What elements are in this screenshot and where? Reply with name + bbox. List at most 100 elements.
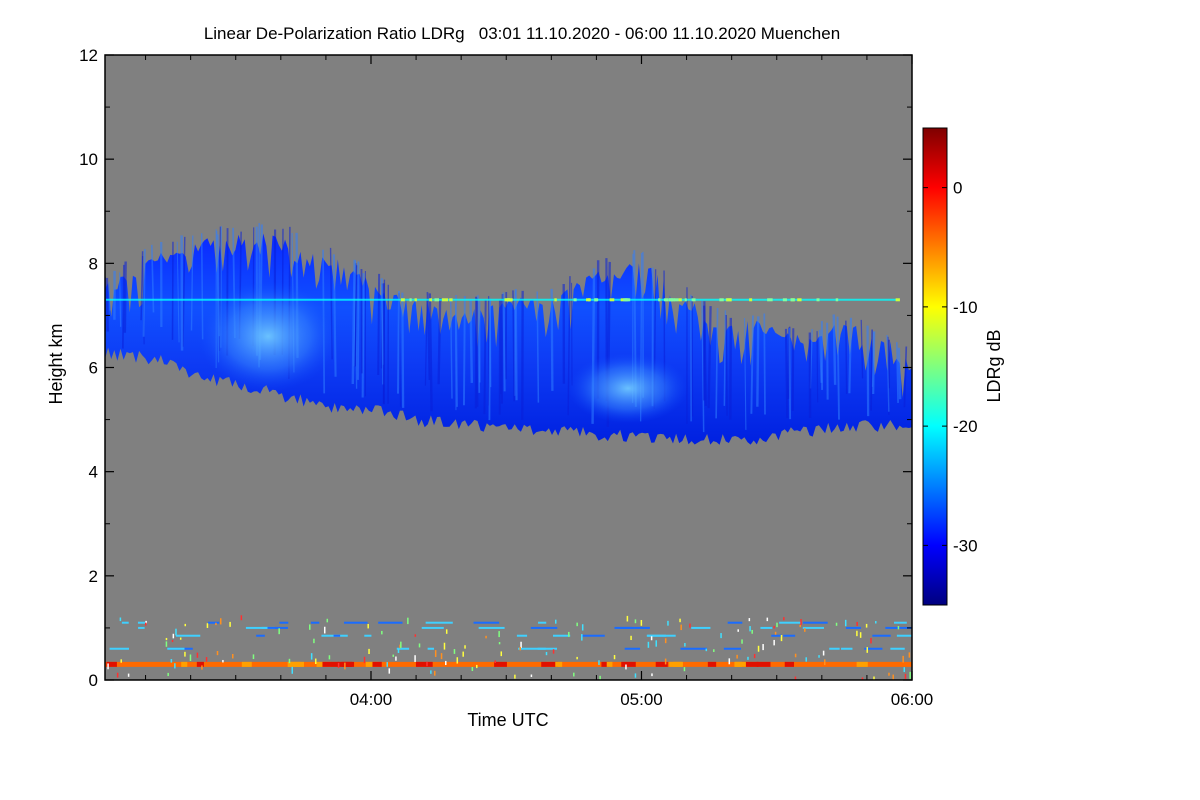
low-noise-segment [279,621,289,624]
cloud-streak [886,334,890,412]
low-noise-speckle [794,653,797,658]
ground-line-segment [337,661,355,667]
cloud-streak [903,346,908,408]
cloud-streak [381,284,384,365]
low-noise-speckle [835,622,838,626]
cloud-streak [454,303,457,411]
ground-line-segment [555,661,563,667]
artifact-speckle [684,298,687,302]
cloud-streak [866,325,870,417]
low-noise-speckle [229,621,231,627]
low-noise-speckle [818,655,820,658]
low-noise-speckle [407,617,409,625]
cloud-streak [750,315,754,414]
cloud-streak [428,293,433,412]
low-noise-speckle [171,639,174,643]
cloud-streak [176,241,180,343]
low-noise-speckle [514,674,516,679]
low-noise-speckle [651,673,653,677]
low-noise-speckle [392,654,395,657]
y-tick-label: 4 [89,463,98,482]
low-noise-speckle [400,641,402,648]
low-noise-speckle [749,626,751,632]
low-noise-speckle [397,649,400,653]
low-noise-speckle [897,626,900,630]
cloud-streak [701,299,705,433]
low-noise-speckle [485,635,487,639]
cloud-streak [437,298,442,385]
low-noise-segment [894,621,907,624]
cloud-streak [182,236,186,347]
artifact-speckle [691,298,696,302]
ground-line-segment [365,661,379,667]
low-noise-segment [779,621,801,624]
low-noise-speckle [430,670,432,674]
y-tick-label: 6 [89,359,98,378]
cloud-streak [190,235,194,331]
low-noise-speckle [196,652,199,658]
low-noise-speckle [414,634,417,637]
artifact-speckle [594,298,598,302]
low-noise-speckle [902,655,904,663]
artifact-speckle [504,298,510,302]
cloud-streak [895,342,899,403]
low-noise-speckle [751,629,753,634]
low-noise-speckle [713,649,715,652]
low-noise-speckle [667,620,669,626]
cloud-streak [816,331,819,403]
low-noise-speckle [892,674,894,680]
cloud-streak [832,314,837,385]
cloud-streak [826,322,829,400]
low-noise-speckle [776,622,778,628]
cloud-streak [550,288,554,391]
cloud-streak [377,273,381,375]
low-noise-speckle [216,651,219,656]
cloud-streak [122,264,125,349]
ground-line-segment [601,661,610,667]
colorbar-tick-label: -10 [953,298,978,317]
low-noise-speckle [165,641,168,647]
ground-line [105,661,912,667]
low-noise-speckle [705,648,708,652]
low-noise-speckle [581,634,583,641]
low-noise-speckle [309,624,311,630]
low-noise-speckle [498,642,501,645]
low-noise-speckle [363,656,366,664]
ground-line-segment [784,661,795,667]
cloud-streak [500,293,504,404]
low-noise-speckle [434,650,437,657]
low-noise-segment [109,647,129,650]
ground-line-segment [181,661,188,667]
low-noise-speckle [888,672,890,676]
low-noise-segment [691,626,711,629]
ground-line-segment [621,661,636,667]
low-noise-speckle [773,625,775,629]
low-noise-speckle [165,637,168,641]
cloud-streak [756,316,760,407]
low-noise-segment [872,634,891,637]
low-noise-speckle [800,619,802,626]
low-noise-speckle [179,637,182,640]
low-noise-segment [167,647,185,650]
low-noise-speckle [395,656,397,661]
low-noise-speckle [519,646,521,651]
cloud-streak [469,299,474,383]
low-noise-segment [803,621,828,624]
low-noise-speckle [494,660,496,664]
y-tick-label: 0 [89,671,98,690]
cloud-bright-region [567,353,688,424]
low-noise-segment [473,621,500,624]
low-noise-speckle [456,657,459,664]
low-noise-speckle [630,635,632,641]
low-noise-speckle [443,642,446,650]
low-noise-speckle [386,662,388,667]
low-noise-speckle [219,618,222,625]
artifact-speckle [797,298,802,302]
cloud-streak [108,281,111,311]
low-noise-speckle [766,617,769,622]
low-noise-speckle [127,673,130,677]
artifact-speckle [401,298,405,302]
chart-title: Linear De-Polarization Ratio LDRg 03:01 … [204,24,840,43]
low-noise-speckle [613,655,616,660]
cloud-streak [870,329,873,411]
